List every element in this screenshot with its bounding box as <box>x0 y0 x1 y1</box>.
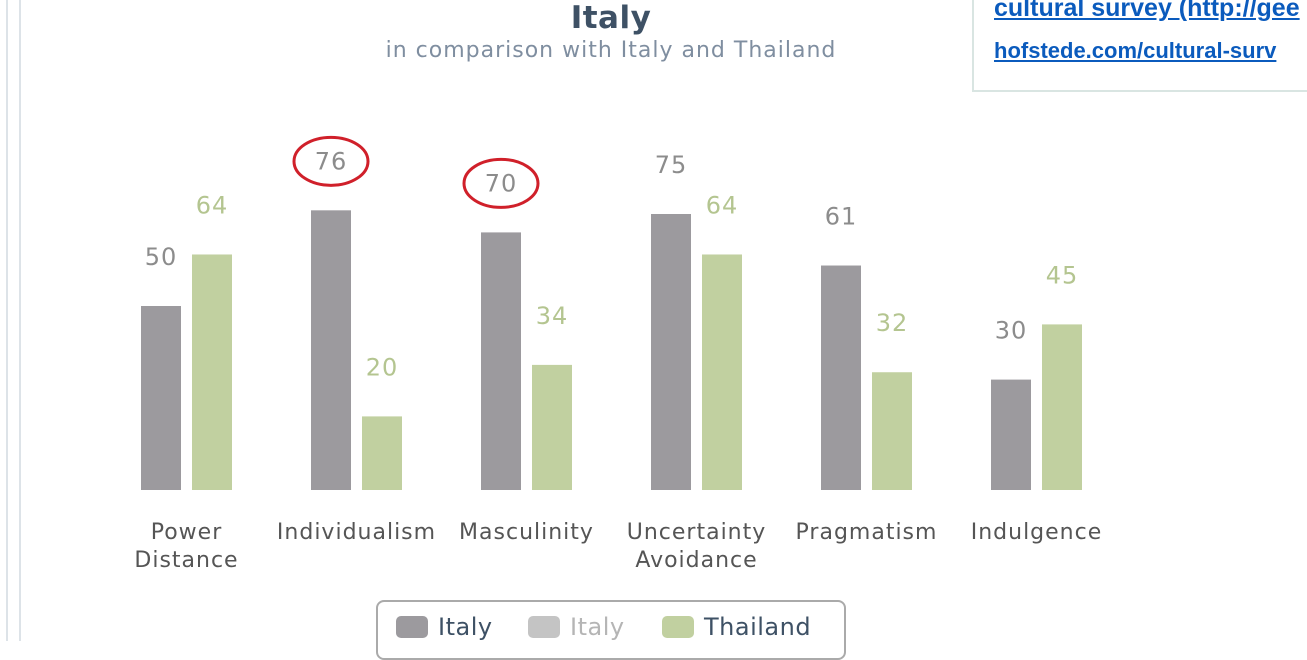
data-label: 64 <box>196 191 229 219</box>
data-label: 61 <box>825 203 858 231</box>
left-border <box>0 0 21 641</box>
highlight-circle <box>462 157 540 209</box>
bar-italy <box>481 232 521 490</box>
data-label: 75 <box>655 151 688 179</box>
data-label: 70 <box>485 169 518 197</box>
bar-italy <box>141 306 181 490</box>
category-label: Distance <box>134 548 238 573</box>
data-label: 45 <box>1046 261 1079 289</box>
data-label: 30 <box>995 317 1028 345</box>
source-link-line-2[interactable]: hofstede.com/cultural-surv <box>994 38 1277 63</box>
left-border-line <box>6 0 8 641</box>
bar-chart: 50 64 Power Distance 76 20 Individualism 70 34 Ma… <box>134 135 1103 573</box>
chart-subtitle: in comparison with Italy and Thailand <box>385 38 837 63</box>
data-label: 20 <box>366 353 399 381</box>
data-label: 76 <box>315 147 348 175</box>
left-border-line <box>19 0 21 641</box>
legend-swatch <box>396 616 428 638</box>
legend-label: Italy <box>570 613 625 641</box>
category-label: Power <box>151 520 223 545</box>
category-label: Pragmatism <box>796 520 938 545</box>
source-link-line-1[interactable]: cultural survey (http://gee <box>994 0 1300 22</box>
data-label: 34 <box>536 302 569 330</box>
highlight-circle <box>292 135 370 187</box>
data-label: 50 <box>145 243 178 271</box>
bar-thailand <box>362 416 402 490</box>
bar-thailand <box>1042 324 1082 490</box>
bar-thailand <box>532 364 572 490</box>
bar-thailand <box>872 372 912 490</box>
category-label: Avoidance <box>635 548 757 573</box>
bar-italy <box>651 214 691 490</box>
category-label: Indulgence <box>971 520 1103 545</box>
bar-thailand <box>192 254 232 490</box>
legend-swatch <box>528 616 560 638</box>
data-label: 32 <box>876 309 909 337</box>
legend-label: Italy <box>438 613 493 641</box>
category-label: Individualism <box>277 520 436 545</box>
category-label: Uncertainty <box>627 520 767 545</box>
legend-swatch <box>662 616 694 638</box>
bar-italy <box>991 379 1031 490</box>
chart-title: Italy <box>570 0 652 36</box>
legend: Italy Italy Thailand <box>376 600 846 660</box>
bar-thailand <box>702 254 742 490</box>
source-box: cultural survey (http://gee hofstede.com… <box>972 0 1307 92</box>
bar-italy <box>311 210 351 490</box>
legend-label: Thailand <box>704 613 812 641</box>
category-label: Masculinity <box>459 520 594 545</box>
bar-italy <box>821 265 861 490</box>
data-label: 64 <box>706 191 739 219</box>
